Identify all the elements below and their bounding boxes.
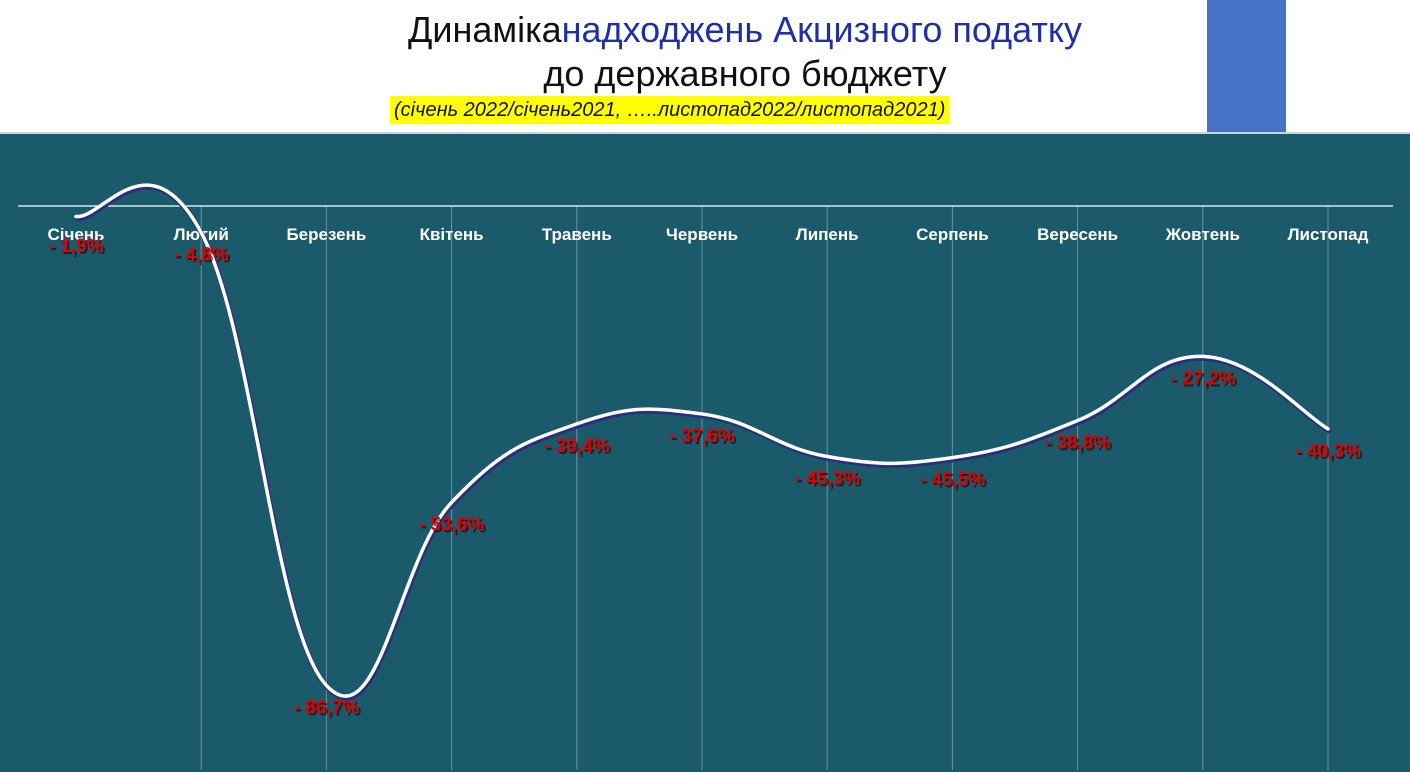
category-label: Липень	[796, 225, 859, 244]
chart-panel	[0, 132, 1410, 772]
category-label: Квітень	[420, 225, 484, 244]
chart-title-line1: Динаміканадходжень Акцизного податку	[0, 8, 1410, 52]
data-label-shadow: - 39,4%	[546, 438, 612, 459]
category-label: Жовтень	[1165, 225, 1240, 244]
grid-lines	[200, 206, 1329, 770]
data-label-shadow: - 86,7%	[296, 699, 362, 720]
data-label-shadow: - 38,8%	[1047, 435, 1113, 456]
data-label: - 1,9%	[49, 236, 104, 257]
data-label: - 45,5%	[920, 470, 986, 491]
title-plain: Динаміка	[407, 9, 562, 50]
category-labels: Січень Лютий Березень Квітень Травень Червень…	[47, 225, 1368, 244]
accent-block	[1207, 0, 1286, 132]
data-label-shadow: - 37,6%	[671, 428, 737, 449]
category-label: Січень	[47, 225, 104, 244]
data-label-shadow: - 27,2%	[1172, 370, 1238, 391]
data-label-shadow: - 4,8%	[176, 247, 231, 268]
category-label: Серпень	[916, 225, 989, 244]
data-label-shadow: - 40,3%	[1297, 443, 1363, 464]
data-label: - 37,6%	[669, 426, 735, 447]
title-accent: надходжень Акцизного податку	[561, 9, 1083, 50]
category-label: Березень	[286, 225, 366, 244]
data-label: - 40,3%	[1295, 441, 1361, 462]
chart-subtitle: (січень 2022/січень2021, …..листопад2022…	[390, 96, 950, 124]
data-label: - 39,4%	[544, 436, 610, 457]
category-label: Вересень	[1037, 225, 1118, 244]
category-label: Листопад	[1288, 225, 1369, 244]
data-label-shadow: - 1,9%	[51, 238, 106, 259]
data-label: - 27,2%	[1170, 368, 1236, 389]
data-label-shadow: - 45,3%	[796, 471, 862, 492]
series-line-group	[74, 183, 1332, 701]
data-label: - 38,8%	[1045, 433, 1111, 454]
category-label: Травень	[542, 225, 612, 244]
chart-title-line2: до державного бюджету	[543, 53, 947, 94]
data-label-shadow: - 45,5%	[922, 472, 988, 493]
data-label: - 4,8%	[174, 245, 229, 266]
data-label: - 45,3%	[794, 469, 860, 490]
category-label: Червень	[666, 225, 738, 244]
data-label: - 53,6%	[419, 514, 485, 535]
data-label: - 86,7%	[294, 697, 360, 718]
series-line	[74, 183, 1330, 698]
data-labels: - 1,9%- 1,9%- 4,8%- 4,8%- 86,7%- 86,7%- …	[49, 236, 1363, 720]
title-block: Динаміканадходжень Акцизного податку до …	[0, 0, 1410, 132]
data-label-shadow: - 53,6%	[421, 516, 487, 537]
